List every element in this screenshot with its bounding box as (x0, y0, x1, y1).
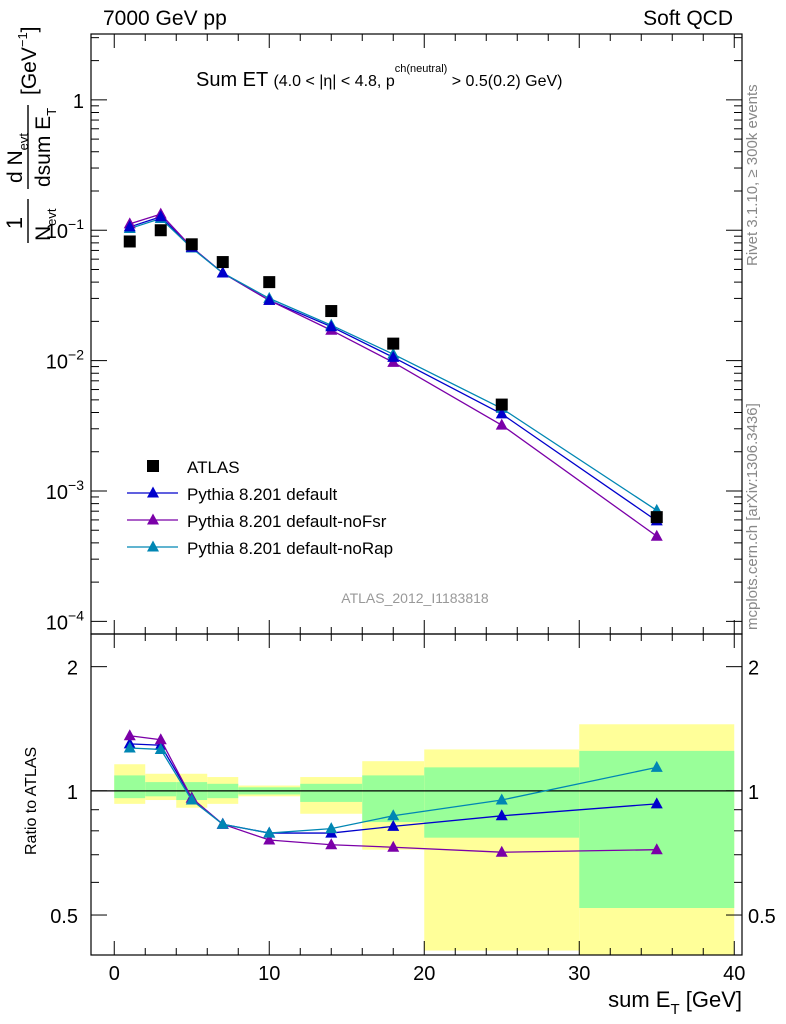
ratio-point-pythia-8-201-default (650, 797, 663, 809)
point-atlas (123, 235, 136, 248)
y-tick-label-main: 10−4 (46, 607, 84, 634)
point-pythia-8-201-default-nofsr (650, 529, 663, 541)
analysis-id-watermark: ATLAS_2012_I1183818 (341, 590, 489, 606)
y-tick-label-ratio-right: 2 (748, 658, 759, 680)
main-series (123, 207, 663, 541)
y-title-denominator-2: dsum ET (32, 108, 59, 187)
uncertainty-bands (114, 724, 735, 955)
header-right-label: Soft QCD (643, 7, 733, 30)
ratio-point-pythia-8-201-default-norap (216, 817, 229, 829)
point-pythia-8-201-default (263, 293, 276, 305)
y-title-numerator-1: 1 (2, 217, 27, 229)
legend: ATLAS Pythia 8.201 default Pythia 8.201 de… (127, 458, 393, 558)
x-axis-title: sum ET [GeV] (608, 987, 742, 1018)
ratio-y-axis-title: Ratio to ATLAS (23, 747, 40, 855)
legend-marker (147, 513, 159, 525)
ratio-point-pythia-8-201-default-norap (650, 760, 663, 772)
y-tick-label-main: 1 (73, 91, 84, 113)
legend-marker (147, 460, 159, 472)
point-pythia-8-201-default (325, 320, 338, 332)
x-tick-label-20: 20 (413, 963, 435, 985)
ratio-point-pythia-8-201-default-norap (185, 793, 198, 805)
ratio-point-pythia-8-201-default-nofsr (123, 729, 136, 741)
y-title-numerator-2: d Nevt (4, 133, 31, 183)
ratio-point-pythia-8-201-default-norap (495, 793, 508, 805)
y-tick-label-main: 10−1 (46, 216, 84, 243)
point-atlas (387, 337, 400, 350)
y-tick-label-main: 10−2 (46, 347, 84, 374)
point-pythia-8-201-default (495, 407, 508, 419)
ratio-point-pythia-8-201-default-nofsr (325, 838, 338, 850)
y-title-denominator-1: Nevt (32, 208, 59, 241)
y-tick-label-main: 10−3 (46, 477, 84, 504)
header-left-label: 7000 GeV pp (103, 7, 227, 30)
x-tick-label-40: 40 (723, 963, 745, 985)
band-inner-0 (114, 775, 146, 799)
band-inner-5 (300, 783, 363, 802)
point-pythia-8-201-default (216, 266, 229, 278)
y-tick-label-ratio-left: 1 (67, 782, 78, 804)
legend-label: Pythia 8.201 default (187, 485, 338, 504)
y-tick-label-ratio-right: 0.5 (748, 906, 776, 928)
ratio-point-pythia-8-201-default-nofsr (650, 843, 663, 855)
x-axis-ticks: 0 10 20 30 40 (109, 34, 745, 985)
chart-title: Sum ET (4.0 < |η| < 4.8, pch(neutral) > … (196, 63, 562, 91)
legend-marker (147, 540, 159, 552)
ratio-point-pythia-8-201-default-norap (154, 742, 167, 754)
point-atlas (263, 276, 276, 289)
point-pythia-8-201-default (387, 350, 400, 362)
y-title-unit: [GeV−1] (15, 26, 41, 95)
ratio-point-pythia-8-201-default-norap (325, 822, 338, 834)
ratio-point-pythia-8-201-default-norap (387, 809, 400, 821)
point-atlas (154, 224, 167, 237)
point-pythia-8-201-default (123, 220, 136, 232)
point-atlas (650, 511, 663, 524)
ratio-point-pythia-8-201-default-nofsr (154, 733, 167, 745)
y-tick-label-ratio-right: 1 (748, 782, 759, 804)
ratio-point-pythia-8-201-default-norap (263, 826, 276, 838)
x-tick-label-10: 10 (258, 963, 280, 985)
x-tick-label-0: 0 (109, 963, 120, 985)
legend-marker (147, 486, 159, 498)
ratio-point-pythia-8-201-default-nofsr (495, 845, 508, 857)
ratio-point-pythia-8-201-default (387, 819, 400, 831)
band-inner-8 (579, 750, 735, 908)
ratio-series (123, 729, 663, 857)
legend-label: Pythia 8.201 default-noFsr (187, 512, 387, 531)
point-pythia-8-201-default (154, 210, 167, 222)
ratio-point-pythia-8-201-default-nofsr (263, 833, 276, 845)
legend-label: ATLAS (187, 458, 240, 477)
legend-label: Pythia 8.201 default-noRap (187, 539, 393, 558)
y-axis-ticks-main: 10−4 10−3 10−2 10−1 1 (46, 37, 742, 634)
point-atlas (216, 256, 229, 269)
point-pythia-8-201-default-nofsr (495, 418, 508, 430)
y-tick-label-ratio-left: 2 (67, 658, 78, 680)
y-tick-label-ratio-left: 0.5 (50, 906, 78, 928)
band-inner-1 (145, 782, 177, 797)
x-tick-label-30: 30 (568, 963, 590, 985)
ratio-point-pythia-8-201-default-nofsr (387, 840, 400, 852)
ratio-point-pythia-8-201-default-norap (123, 741, 136, 753)
ratio-panel-frame (90, 633, 743, 956)
point-atlas (495, 398, 508, 411)
point-atlas (185, 238, 198, 251)
point-atlas (325, 305, 338, 318)
ratio-point-pythia-8-201-default (495, 809, 508, 821)
y-axis-ticks-ratio: 0.5 0.5 1 1 2 2 (50, 658, 776, 928)
